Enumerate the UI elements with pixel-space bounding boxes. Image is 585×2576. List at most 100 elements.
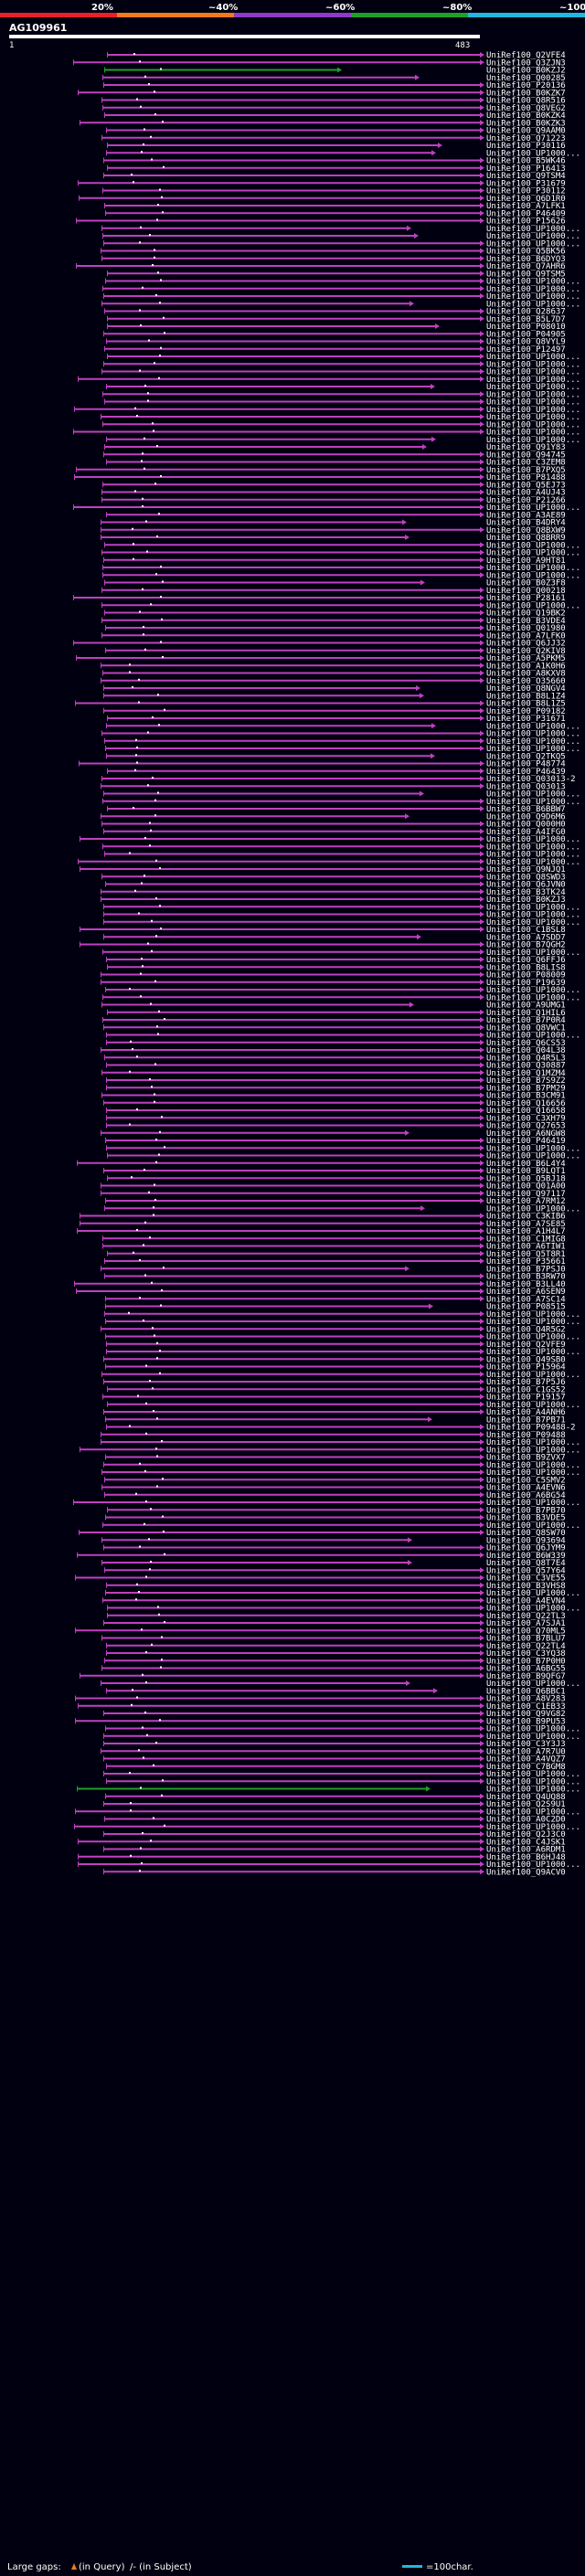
- hit-label[interactable]: UniRef100_Q04L38: [486, 1046, 566, 1055]
- hit-row[interactable]: UniRef100_A7LFK0: [101, 631, 566, 641]
- hit-label[interactable]: UniRef100_Q5BK56: [486, 248, 566, 257]
- hit-row[interactable]: UniRef100_Q8VWC1: [103, 1023, 566, 1033]
- hit-row[interactable]: UniRef100_A4EVN6: [101, 1484, 566, 1493]
- hit-row[interactable]: UniRef100_UP1000...: [104, 1204, 580, 1214]
- hit-row[interactable]: UniRef100_UP1000...: [103, 903, 580, 912]
- hit-label[interactable]: UniRef100_A4VQZ7: [486, 1755, 566, 1765]
- hit-row[interactable]: UniRef100_UP1000...: [107, 1152, 580, 1161]
- hit-row[interactable]: UniRef100_Q8NGV4: [103, 684, 566, 694]
- hit-row[interactable]: UniRef100_Q9AAM0: [106, 127, 566, 136]
- hit-label[interactable]: UniRef100_Q01A00: [486, 1182, 566, 1192]
- hit-row[interactable]: UniRef100_UP1000...: [104, 1310, 580, 1320]
- hit-row[interactable]: UniRef100_UP1000...: [107, 1401, 580, 1410]
- hit-row[interactable]: UniRef100_Q4R5L3: [104, 1054, 566, 1063]
- hit-label[interactable]: UniRef100_A9UMG1: [486, 1002, 566, 1011]
- hit-row[interactable]: UniRef100_UP1000...: [106, 1032, 580, 1041]
- hit-label[interactable]: UniRef100_B7BLU7: [486, 1635, 566, 1644]
- hit-row[interactable]: UniRef100_A6BG55: [101, 1665, 566, 1674]
- hit-row[interactable]: UniRef100_A7LFK1: [104, 202, 566, 211]
- hit-label[interactable]: UniRef100_Q5EJ73: [486, 481, 566, 490]
- hit-label[interactable]: UniRef100_UP1000...: [486, 420, 580, 429]
- hit-row[interactable]: UniRef100_A4EVN4: [102, 1596, 566, 1606]
- hit-label[interactable]: UniRef100_Q94745: [486, 451, 566, 460]
- hit-row[interactable]: UniRef100_Q5BK56: [101, 248, 566, 257]
- hit-label[interactable]: UniRef100_A7SE85: [486, 1220, 566, 1229]
- hit-label[interactable]: UniRef100_B7QGH2: [486, 941, 566, 950]
- hit-row[interactable]: UniRef100_B5L7D7: [107, 315, 566, 324]
- hit-row[interactable]: UniRef100_Q6JVN0: [105, 881, 566, 890]
- hit-label[interactable]: UniRef100_B6DYQ3: [486, 255, 566, 264]
- hit-row[interactable]: UniRef100_UP1000...: [101, 601, 580, 610]
- hit-row[interactable]: UniRef100_C5SMV2: [104, 1476, 566, 1485]
- hit-row[interactable]: UniRef100_UP1000...: [107, 1605, 580, 1614]
- hit-row[interactable]: UniRef100_Q57Y64: [104, 1566, 566, 1575]
- hit-row[interactable]: UniRef100_UP1000...: [77, 1786, 580, 1795]
- hit-row[interactable]: UniRef100_Q03013: [101, 782, 566, 791]
- hit-row[interactable]: UniRef100_C3XH79: [106, 1114, 566, 1123]
- hit-label[interactable]: UniRef100_Q2KIV8: [486, 647, 566, 656]
- hit-label[interactable]: UniRef100_UP1000...: [486, 745, 580, 754]
- hit-row[interactable]: UniRef100_Q04L38: [101, 1046, 566, 1055]
- hit-label[interactable]: UniRef100_C3KIB6: [486, 1213, 566, 1222]
- hit-label[interactable]: UniRef100_UP1000...: [486, 398, 580, 408]
- hit-row[interactable]: UniRef100_Q5T8R1: [107, 1250, 566, 1259]
- hit-row[interactable]: UniRef100_B6HJ48: [78, 1853, 566, 1862]
- hit-row[interactable]: UniRef100_P30112: [102, 187, 566, 196]
- hit-label[interactable]: UniRef100_Q6JJ32: [486, 640, 566, 649]
- hit-label[interactable]: UniRef100_B9QFG7: [486, 1672, 566, 1681]
- hit-label[interactable]: UniRef100_Q8VYL9: [486, 338, 566, 347]
- hit-row[interactable]: UniRef100_UP1000...: [104, 737, 580, 747]
- hit-label[interactable]: UniRef100_A8KXV8: [486, 670, 566, 679]
- hit-label[interactable]: UniRef100_UP1000...: [486, 413, 580, 422]
- hit-label[interactable]: UniRef100_A6BG54: [486, 1491, 566, 1500]
- hit-label[interactable]: UniRef100_B9PU53: [486, 1717, 566, 1726]
- hit-label[interactable]: UniRef100_P20136: [486, 81, 566, 90]
- hit-row[interactable]: UniRef100_UP1000...: [73, 1499, 580, 1508]
- hit-label[interactable]: UniRef100_P28161: [486, 594, 566, 603]
- hit-label[interactable]: UniRef100_A4EVN6: [486, 1484, 566, 1493]
- hit-row[interactable]: UniRef100_UP1000...: [78, 1860, 580, 1870]
- hit-row[interactable]: UniRef100_P09182: [103, 707, 566, 716]
- hit-row[interactable]: UniRef100_A7SJA1: [103, 1619, 566, 1628]
- hit-label[interactable]: UniRef100_C1BSL8: [486, 926, 566, 935]
- hit-label[interactable]: UniRef100_P09182: [486, 707, 566, 716]
- hit-label[interactable]: UniRef100_A6TIW1: [486, 1243, 566, 1252]
- hit-label[interactable]: UniRef100_UP1000...: [486, 1333, 580, 1342]
- hit-label[interactable]: UniRef100_C5SMV2: [486, 1476, 566, 1485]
- hit-row[interactable]: UniRef100_A7SE85: [80, 1220, 566, 1229]
- hit-row[interactable]: UniRef100_UP1000...: [101, 225, 580, 234]
- hit-label[interactable]: UniRef100_Q9D6M6: [486, 812, 566, 822]
- hit-row[interactable]: UniRef100_UP1000...: [74, 1823, 580, 1832]
- hit-row[interactable]: UniRef100_Q9ACV0: [103, 1868, 566, 1877]
- hit-label[interactable]: UniRef100_UP1000...: [486, 292, 580, 302]
- hit-label[interactable]: UniRef100_O35660: [486, 677, 566, 686]
- hit-row[interactable]: UniRef100_B0KZK4: [104, 111, 566, 121]
- hit-row[interactable]: UniRef100_C1GS52: [107, 1385, 566, 1394]
- hit-row[interactable]: UniRef100_UP1000...: [73, 429, 580, 438]
- hit-label[interactable]: UniRef100_UP1000...: [486, 564, 580, 573]
- hit-row[interactable]: UniRef100_P21266: [101, 496, 566, 505]
- hit-label[interactable]: UniRef100_UP1000...: [486, 949, 580, 958]
- hit-label[interactable]: UniRef100_UP1000...: [486, 911, 580, 920]
- hit-label[interactable]: UniRef100_UP1000...: [486, 232, 580, 241]
- hit-label[interactable]: UniRef100_C1EB33: [486, 1702, 566, 1712]
- hit-label[interactable]: UniRef100_UP1000...: [486, 1499, 580, 1508]
- hit-row[interactable]: UniRef100_B3CM91: [101, 1092, 566, 1101]
- hit-label[interactable]: UniRef100_UP1000...: [486, 601, 580, 610]
- hit-label[interactable]: UniRef100_UP1000...: [486, 730, 580, 739]
- hit-label[interactable]: UniRef100_Q00218: [486, 587, 566, 596]
- hit-label[interactable]: UniRef100_UP1000...: [486, 835, 580, 844]
- hit-label[interactable]: UniRef100_UP1000...: [486, 1318, 580, 1327]
- hit-row[interactable]: UniRef100_A3AE89: [106, 511, 566, 520]
- hit-label[interactable]: UniRef100_UP1000...: [486, 504, 580, 513]
- hit-row[interactable]: UniRef100_P08010: [107, 323, 566, 332]
- hit-label[interactable]: UniRef100_B6BBW7: [486, 805, 566, 814]
- hit-label[interactable]: UniRef100_UP1000...: [486, 239, 580, 249]
- hit-row[interactable]: UniRef100_Q2TKQ5: [106, 752, 566, 761]
- hit-row[interactable]: UniRef100_P46419: [105, 1137, 566, 1146]
- hit-row[interactable]: UniRef100_P46439: [107, 768, 566, 777]
- hit-row[interactable]: UniRef100_A6NGW8: [101, 1129, 566, 1139]
- hit-row[interactable]: UniRef100_P12497: [104, 345, 566, 355]
- hit-row[interactable]: UniRef100_P81488: [74, 473, 566, 482]
- hit-row[interactable]: UniRef100_B7BLU7: [101, 1635, 566, 1644]
